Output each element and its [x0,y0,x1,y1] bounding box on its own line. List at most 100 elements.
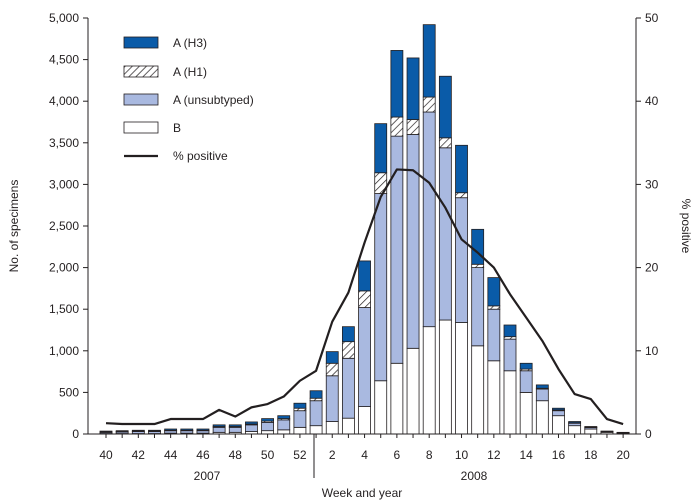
x-tick-label: 52 [293,448,307,462]
bar-segment-b-week-10 [455,322,468,435]
bar-segment-a-h3-week-44 [164,428,178,431]
bar-segment-a-unsubtyped-week-48 [228,426,242,433]
bar-segment-a-unsubtyped-week-14 [519,370,533,393]
bar-segment-a-h3-week-15 [535,384,549,389]
y2-tick-label: 20 [645,261,659,275]
bar-segment-a-h3-week-40 [99,430,113,433]
x-tick-label: 4 [361,448,368,462]
legend-label-b: B [173,121,181,135]
bar-segment-a-h3-week-10 [455,144,468,194]
bar-segment-a-h3-week-20 [616,431,630,434]
bar-segment-a-h3-week-52 [293,402,307,409]
y-tick-label: 0 [72,427,79,441]
y2-axis-title: % positive [679,199,692,254]
x-tick-label: 46 [196,448,210,462]
bar-segment-a-h1-week-10 [455,192,468,199]
x-axis-title: Week and year [322,486,403,500]
x-tick-label: 44 [164,448,178,462]
bar-segment-b-week-17 [568,425,582,435]
y2-tick-label: 40 [645,94,659,108]
bar-segment-b-week-2 [325,421,339,435]
x-ticks: 40 42 44 46 48 50 52 2 4 6 8 10 12 14 16 18 20 [99,434,630,462]
x-tick-label: 18 [584,448,598,462]
bar-segment-a-unsubtyped-week-15 [535,388,549,402]
bar-segment-b-week-7 [406,347,420,435]
x-tick-label: 10 [455,448,469,462]
legend: A (H3) A (H1) A (unsubtyped) B % positiv… [123,36,254,163]
x-tick-label: 16 [552,448,566,462]
bar-segment-a-h3-week-49 [245,421,258,425]
bar-segment-a-h3-week-13 [503,324,517,338]
y-tick-label: 2,000 [49,261,79,275]
x-tick-label: 6 [394,448,401,462]
y-axis-title: No. of specimens [7,180,21,273]
percent-positive-line-layer [105,168,624,426]
bar-segment-a-h3-week-42 [131,429,145,432]
bar-segment-a-h3-week-7 [406,57,420,120]
bar-segment-a-h3-week-8 [422,24,436,98]
bar-segment-a-h3-week-47 [212,424,226,427]
bar-segment-a-h1-week-9 [438,137,452,149]
bar-segment-a-h1-week-2 [325,362,339,377]
bar-segment-a-h3-week-6 [390,50,404,118]
y-tick-label: 2,500 [49,219,79,233]
legend-swatch-a-h1 [123,65,159,78]
bar-segment-a-h3-week-19 [600,430,614,432]
bar-segment-a-h3-week-48 [228,424,242,427]
bar-segment-a-h3-week-41 [115,430,129,432]
y-tick-label: 1,500 [49,302,79,316]
bar-segment-a-h3-week-50 [261,418,275,422]
bar-segment-a-unsubtyped-week-1 [309,400,323,427]
bar-segment-b-week-9 [438,319,452,435]
bar-segment-a-h3-week-1 [309,390,323,399]
bar-segment-a-h3-week-18 [584,426,598,428]
bar-segment-a-unsubtyped-week-7 [406,134,420,349]
bar-segment-b-week-13 [503,370,517,435]
y-tick-label: 3,500 [49,136,79,150]
bar-segment-b-week-1 [309,425,323,435]
x-tick-label: 2 [329,448,336,462]
legend-swatch-a-unsubtyped [123,93,159,106]
percent-positive-line [105,168,624,426]
bar-segment-a-unsubtyped-week-10 [455,197,468,323]
bar-segment-a-h3-week-51 [277,415,291,420]
bar-segment-a-h3-week-16 [552,407,565,411]
bar-segment-a-h3-week-14 [519,362,533,370]
bar-segment-b-week-5 [374,380,388,435]
bar-segment-a-h3-week-46 [196,428,210,431]
y-tick-label: 1,000 [49,344,79,358]
x-tick-label: 40 [99,448,113,462]
bar-segment-a-h1-week-7 [406,119,420,135]
right-y-ticks: 0 10 20 30 40 50 [636,11,659,441]
y2-tick-label: 50 [645,11,659,25]
y-tick-label: 5,000 [49,11,79,25]
bar-segment-b-week-14 [519,391,533,435]
year-label-2007: 2007 [194,469,221,483]
bars-layer [99,24,630,435]
bar-segment-a-unsubtyped-week-51 [277,419,291,431]
legend-label-a-unsubtyped: A (unsubtyped) [173,93,254,107]
y2-tick-label: 30 [645,177,659,191]
x-tick-label: 12 [487,448,501,462]
bar-segment-a-unsubtyped-week-4 [358,307,371,407]
bar-segment-a-h3-week-11 [471,228,485,265]
bar-segment-a-h1-week-4 [358,290,371,308]
bar-segment-a-unsubtyped-week-52 [293,410,307,428]
bar-segment-a-h1-week-8 [422,96,436,113]
legend-label-a-h3: A (H3) [173,36,207,50]
bar-segment-a-h1-week-3 [341,341,355,359]
bar-segment-a-h3-week-5 [374,123,388,174]
bar-segment-a-h3-week-4 [358,260,371,292]
bar-segment-a-h1-week-6 [390,116,404,137]
bar-segment-b-week-15 [535,400,549,435]
y-tick-label: 4,500 [49,53,79,67]
legend-label-a-h1: A (H1) [173,65,207,79]
bar-segment-a-unsubtyped-week-11 [471,267,485,347]
bar-segment-a-h1-week-11 [471,263,485,268]
bar-segment-a-unsubtyped-week-5 [374,193,388,382]
bar-segment-b-week-51 [277,429,291,435]
left-y-ticks: 0 500 1,000 1,500 2,000 2,500 3,000 3,500 4,000 4… [49,11,88,441]
x-tick-label: 20 [616,448,630,462]
x-tick-label: 14 [519,448,533,462]
